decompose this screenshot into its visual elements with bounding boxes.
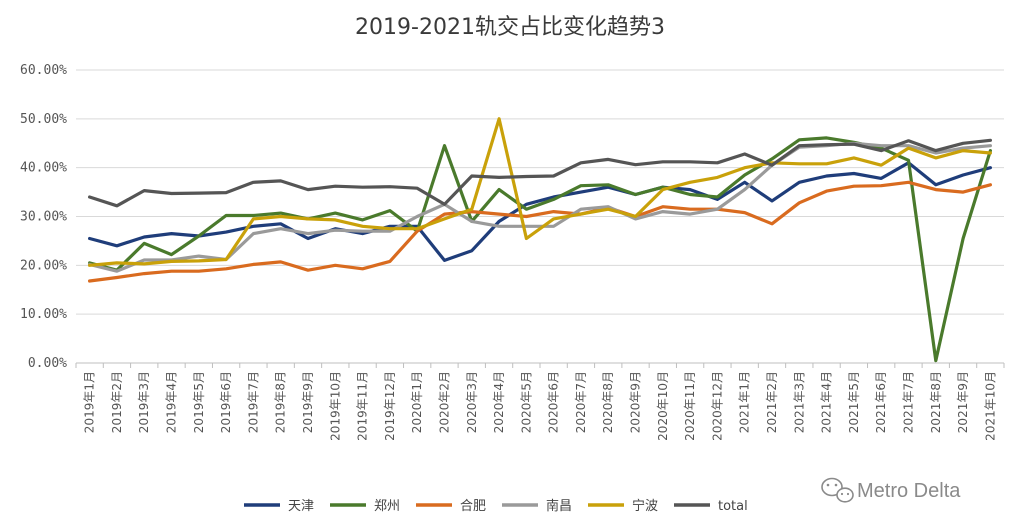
x-tick-label: 2020年2月 [437,371,451,433]
watermark-text: Metro Delta [857,480,961,502]
x-tick-label: 2019年3月 [137,371,151,433]
legend: 天津 郑州 合肥 南昌 宁波 total [244,498,748,514]
x-tick-label: 2019年1月 [83,371,97,433]
legend-label: 宁波 [632,498,658,514]
legend-label: 合肥 [460,499,486,514]
x-tick-label: 2019年5月 [192,371,206,433]
chart-title: 2019-2021轨交占比变化趋势3 [355,15,665,40]
x-tick-label: 2021年1月 [738,371,752,433]
x-tick-label: 2021年9月 [956,371,970,433]
x-tick-label: 2019年11月 [356,371,370,441]
y-tick-label: 20.00% [20,258,67,273]
x-tick-label: 2021年3月 [792,371,806,433]
x-tick-label: 2020年11月 [683,371,697,441]
x-tick-label: 2020年1月 [410,371,424,433]
series-line [87,180,993,283]
series-line [87,141,993,273]
series-lines [87,117,993,363]
x-tick-label: 2021年2月 [765,371,779,433]
x-tick-label: 2020年8月 [601,371,615,433]
x-tick-label: 2020年3月 [465,371,479,433]
x-tick-label: 2019年9月 [301,371,315,433]
x-tick-label: 2019年4月 [165,371,179,433]
wechat-icon [821,477,854,503]
x-tick-label: 2021年5月 [847,371,861,433]
y-tick-label: 30.00% [20,210,67,225]
x-tick-label: 2021年4月 [820,371,834,433]
series-line [87,138,993,208]
x-tick-label: 2019年10月 [328,371,342,441]
x-tick-label: 2020年4月 [492,371,506,433]
watermark: Metro Delta [821,477,961,503]
x-tick-label: 2019年12月 [383,371,397,441]
y-tick-label: 10.00% [20,307,67,322]
series-line [87,136,993,363]
y-tick-label: 60.00% [20,63,67,78]
series-line [87,161,993,262]
x-tick-label: 2020年7月 [574,371,588,433]
legend-label: 天津 [288,499,314,514]
x-tick-label: 2020年10月 [656,371,670,441]
x-tick-label: 2020年9月 [629,371,643,433]
legend-label: 郑州 [374,499,400,514]
x-tick-label: 2020年12月 [710,371,724,441]
x-axis: 2019年1月 2019年2月 2019年3月 2019年4月 2019年5月 2019年… [75,362,1005,441]
y-tick-label: 50.00% [20,112,67,127]
y-tick-label: 0.00% [28,356,67,371]
x-tick-label: 2019年8月 [274,371,288,433]
x-tick-label: 2021年6月 [874,371,888,433]
legend-label: total [718,499,748,514]
x-tick-label: 2021年10月 [983,371,997,441]
y-tick-label: 40.00% [20,161,67,176]
x-tick-label: 2019年7月 [246,371,260,433]
x-tick-label: 2021年8月 [929,371,943,433]
y-axis: 0.00% 10.00% 20.00% 30.00% 40.00% 50.00% 60.00… [20,63,67,371]
x-tick-label: 2021年7月 [901,371,915,433]
series-line [87,117,993,267]
legend-label: 南昌 [546,498,572,514]
x-tick-label: 2019年6月 [219,371,233,433]
x-tick-label: 2020年5月 [519,371,533,433]
x-tick-label: 2019年2月 [110,371,124,433]
x-tick-label: 2020年6月 [547,371,561,433]
